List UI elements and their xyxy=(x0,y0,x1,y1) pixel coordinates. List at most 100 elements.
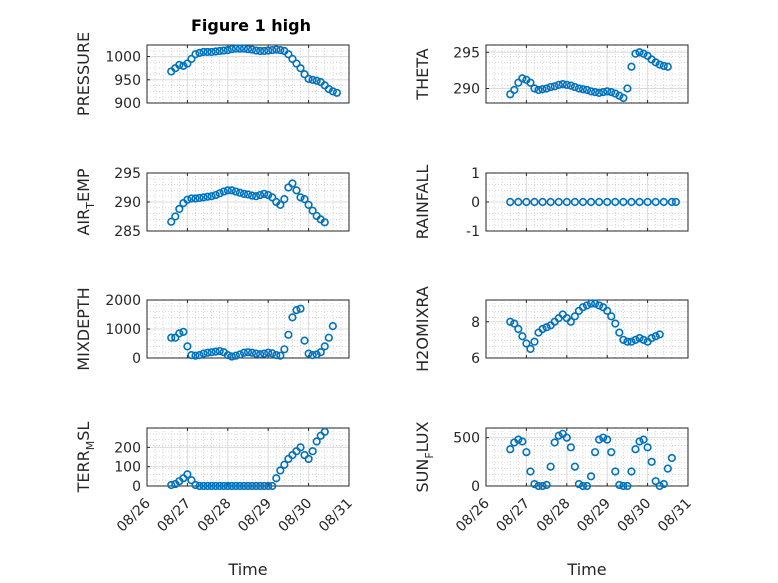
y-axis-label: RAINFALL xyxy=(413,165,432,240)
data-point xyxy=(280,345,289,354)
data-point xyxy=(203,47,212,57)
data-point xyxy=(663,62,672,71)
data-point xyxy=(651,332,660,341)
data-point xyxy=(627,197,636,207)
data-point xyxy=(611,89,620,98)
data-point xyxy=(582,85,592,95)
subplot-pressure: 900 950 1000 PRESSURE xyxy=(74,32,350,116)
data-point xyxy=(522,448,531,457)
data-point xyxy=(631,445,640,454)
data-point xyxy=(603,197,612,207)
data-point xyxy=(280,195,289,204)
data-point xyxy=(260,46,269,56)
data-point xyxy=(578,197,588,207)
data-point xyxy=(554,197,563,207)
data-point xyxy=(530,337,539,346)
data-point xyxy=(219,46,228,55)
data-point xyxy=(659,479,668,489)
y-tick-label: 290 xyxy=(114,195,141,211)
data-point xyxy=(268,46,277,55)
data-point xyxy=(276,200,285,209)
data-point xyxy=(667,197,676,207)
data-point xyxy=(171,333,180,342)
data-point xyxy=(623,84,632,93)
data-point xyxy=(623,481,632,491)
data-point xyxy=(328,322,337,331)
data-point xyxy=(623,337,632,346)
data-point xyxy=(599,88,608,97)
data-point xyxy=(211,190,220,200)
data-point xyxy=(619,93,628,103)
data-point xyxy=(264,190,273,200)
data-point xyxy=(631,49,640,58)
axes-box xyxy=(146,44,350,104)
data-point xyxy=(256,190,265,200)
data-point xyxy=(639,435,648,444)
data-point xyxy=(304,74,313,83)
data-point xyxy=(167,333,176,342)
data-point xyxy=(243,481,253,491)
data-point xyxy=(187,476,196,485)
data-point xyxy=(518,437,527,446)
y-tick-label: 200 xyxy=(114,440,141,456)
y-tick-label: 1000 xyxy=(105,322,141,338)
data-point xyxy=(231,187,240,196)
subplot-air-temp: 285 290 295 AIRTEMP xyxy=(74,166,350,240)
data-point xyxy=(227,481,236,491)
data-point xyxy=(651,58,660,67)
data-point xyxy=(538,85,547,94)
data-point xyxy=(239,44,249,53)
data-point xyxy=(183,342,192,351)
data-point xyxy=(542,84,551,93)
data-point xyxy=(179,327,188,337)
data-point xyxy=(235,481,245,491)
data-point xyxy=(308,206,317,215)
data-point xyxy=(607,448,616,457)
data-point xyxy=(538,481,547,491)
data-point xyxy=(534,85,543,95)
y-axis-label: AIRTEMP xyxy=(74,168,97,235)
data-point xyxy=(215,481,224,491)
data-point xyxy=(207,47,216,57)
data-point xyxy=(312,76,321,85)
data-point xyxy=(203,481,212,491)
data-point xyxy=(651,197,660,207)
data-point xyxy=(239,189,249,198)
data-point xyxy=(247,191,257,200)
data-point xyxy=(578,481,588,491)
data-point xyxy=(506,445,515,454)
data-point xyxy=(276,466,285,475)
data-point xyxy=(219,481,228,491)
data-point xyxy=(595,435,604,444)
data-point xyxy=(260,189,269,198)
data-point xyxy=(659,197,668,207)
data-point xyxy=(223,351,232,360)
data-point xyxy=(243,190,253,199)
data-point xyxy=(546,82,555,92)
data-point xyxy=(308,351,317,360)
data-point xyxy=(522,339,531,348)
data-point xyxy=(235,44,245,53)
data-point xyxy=(578,85,588,94)
data-point xyxy=(514,197,523,207)
data-point xyxy=(268,481,277,491)
subplot-h2omixra: 6 8 H2OMIXRA xyxy=(413,286,689,372)
data-point xyxy=(615,328,624,337)
data-point xyxy=(304,349,313,358)
data-point xyxy=(603,435,612,444)
data-point xyxy=(518,74,527,83)
x-axis-label: Time xyxy=(566,560,606,579)
data-point xyxy=(607,88,616,97)
y-tick-label: 290 xyxy=(453,82,480,98)
data-point xyxy=(191,50,200,59)
data-point xyxy=(639,335,648,344)
data-point xyxy=(300,195,309,204)
data-point xyxy=(655,330,664,339)
data-point xyxy=(215,46,224,56)
data-point xyxy=(284,50,293,59)
data-point xyxy=(570,82,579,92)
data-point xyxy=(235,350,245,359)
data-point xyxy=(619,197,628,207)
data-point xyxy=(562,433,571,442)
y-axis-label: THETA xyxy=(413,48,432,100)
